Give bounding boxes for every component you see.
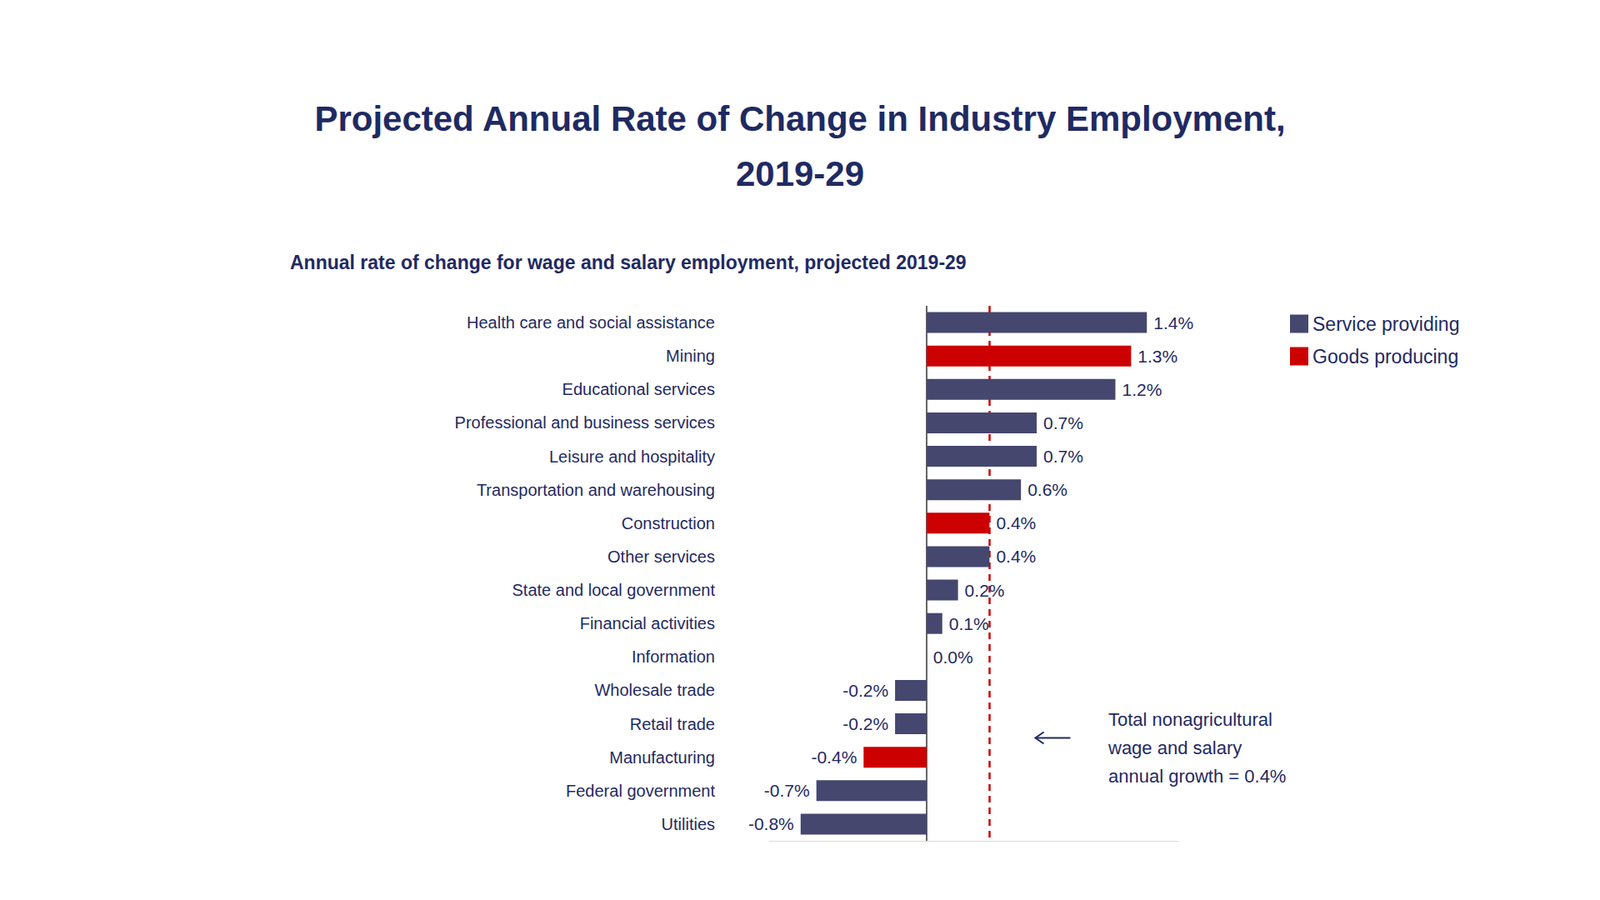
svg-text:0.0%: 0.0% <box>933 647 974 667</box>
svg-text:-0.4%: -0.4% <box>810 747 857 767</box>
svg-text:Educational services: Educational services <box>562 380 715 399</box>
svg-text:Total nonagricultural: Total nonagricultural <box>1108 709 1273 730</box>
svg-text:Goods producing: Goods producing <box>1312 345 1459 368</box>
svg-text:0.7%: 0.7% <box>1043 446 1084 466</box>
svg-text:Other services: Other services <box>607 547 715 566</box>
svg-text:1.4%: 1.4% <box>1153 313 1194 333</box>
svg-text:Information: Information <box>631 647 715 666</box>
svg-text:Federal government: Federal government <box>565 781 715 800</box>
svg-text:Service providing: Service providing <box>1312 313 1460 335</box>
svg-text:0.1%: 0.1% <box>949 614 990 634</box>
svg-text:-0.2%: -0.2% <box>842 680 889 700</box>
svg-text:Transportation and warehousing: Transportation and warehousing <box>476 480 715 500</box>
svg-text:1.2%: 1.2% <box>1121 380 1162 400</box>
svg-text:wage and salary: wage and salary <box>1107 737 1242 759</box>
svg-text:-0.2%: -0.2% <box>842 714 889 734</box>
svg-text:Mining: Mining <box>665 346 715 365</box>
svg-text:Financial activities: Financial activities <box>580 614 715 633</box>
svg-text:annual growth = 0.4%: annual growth = 0.4% <box>1108 765 1286 787</box>
svg-text:Annual rate of change for wage: Annual rate of change for wage and salar… <box>290 251 967 274</box>
svg-text:State and local government: State and local government <box>512 580 716 600</box>
svg-text:0.7%: 0.7% <box>1043 413 1084 433</box>
svg-text:Leisure and hospitality: Leisure and hospitality <box>549 447 715 466</box>
svg-text:Wholesale trade: Wholesale trade <box>594 680 715 700</box>
svg-text:Projected Annual Rate of Chang: Projected Annual Rate of Change in Indus… <box>314 99 1285 139</box>
svg-text:Professional and business serv: Professional and business services <box>455 413 715 432</box>
svg-text:0.4%: 0.4% <box>995 546 1036 566</box>
svg-text:-0.7%: -0.7% <box>764 780 810 800</box>
svg-text:Health care and social assista: Health care and social assistance <box>466 313 715 332</box>
svg-text:-0.8%: -0.8% <box>748 814 795 834</box>
svg-text:0.6%: 0.6% <box>1027 480 1068 500</box>
svg-text:0.4%: 0.4% <box>995 513 1036 533</box>
svg-text:Construction: Construction <box>621 514 715 533</box>
svg-text:0.2%: 0.2% <box>965 580 1005 600</box>
svg-text:2019-29: 2019-29 <box>735 154 865 194</box>
svg-text:Manufacturing: Manufacturing <box>609 748 715 767</box>
svg-text:Utilities: Utilities <box>661 815 715 834</box>
svg-text:Retail trade: Retail trade <box>630 715 715 734</box>
svg-text:1.3%: 1.3% <box>1137 346 1178 366</box>
